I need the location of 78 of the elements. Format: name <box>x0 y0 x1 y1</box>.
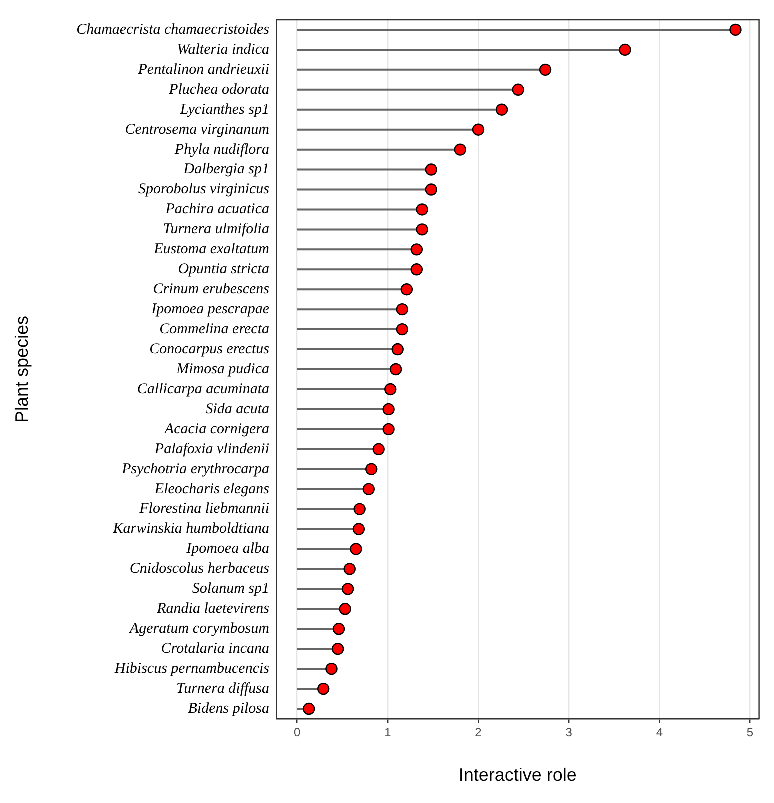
y-tick-label: Conocarpus erectus <box>150 341 270 358</box>
y-tick-label: Phyla nudiflora <box>174 142 270 158</box>
x-tick-label: 2 <box>475 726 482 740</box>
y-tick-label: Opuntia stricta <box>178 262 270 278</box>
x-tick-label: 4 <box>656 726 664 740</box>
point <box>619 44 632 56</box>
y-tick-label: Pentalinon andrieuxii <box>137 62 270 78</box>
y-tick-label: Bidens pilosa <box>188 700 270 717</box>
point <box>332 643 344 656</box>
y-tick-label: Chamaecrista chamaecristoides <box>76 22 270 38</box>
y-tick-label: Florestina liebmannii <box>138 501 270 518</box>
y-tick-label: Cnidoscolus herbaceus <box>130 561 270 578</box>
x-axis-title: Interactive role <box>458 765 577 786</box>
y-tick-label: Sida acuta <box>206 401 270 418</box>
point <box>352 523 366 536</box>
point <box>354 503 366 516</box>
point <box>384 383 397 396</box>
point <box>339 603 352 616</box>
x-tick-label: 0 <box>294 726 301 740</box>
x-tick-label: 3 <box>566 726 573 740</box>
point <box>425 184 438 196</box>
y-tick-label: Centrosema virginanum <box>125 122 270 138</box>
point <box>372 443 385 456</box>
y-tick-label: Sporobolus virginicus <box>138 182 270 198</box>
point <box>362 483 375 496</box>
y-tick-label: Ageratum corymbosum <box>128 621 270 638</box>
y-tick-label: Pachira acuatica <box>164 202 270 218</box>
point <box>512 84 524 96</box>
y-tick-label: Psychotria erythrocarpa <box>121 461 270 478</box>
point <box>472 124 485 136</box>
y-tick-label: Crinum erubescens <box>153 282 270 298</box>
y-tick-label: Randia laetevirens <box>156 601 270 618</box>
y-axis-title: Plant species <box>12 316 32 424</box>
point <box>416 224 428 236</box>
point <box>496 104 508 116</box>
point <box>366 463 378 476</box>
y-tick-label: Turnera ulmifolia <box>163 222 270 238</box>
point <box>344 563 356 576</box>
point <box>382 403 395 416</box>
point <box>332 623 346 636</box>
y-tick-label: Acacia cornigera <box>164 421 270 438</box>
point <box>390 363 402 376</box>
y-tick-label: Karwinskia humboldtiana <box>112 521 270 538</box>
point <box>400 284 414 296</box>
y-tick-label: Eleocharis elegans <box>154 481 270 498</box>
y-tick-label: Commelina erecta <box>160 321 270 338</box>
y-tick-label: Callicarpa acuminata <box>137 381 270 398</box>
x-tick-label: 5 <box>746 726 754 740</box>
point <box>303 702 316 716</box>
point <box>396 323 408 336</box>
point <box>382 423 395 436</box>
y-tick-label: Ipomoea pescrapae <box>150 302 270 318</box>
point <box>410 244 423 256</box>
y-tick-label: Turnera diffusa <box>176 680 270 697</box>
y-tick-label: Walteria indica <box>177 42 270 58</box>
y-tick-label: Palafoxia vlindenii <box>154 441 270 458</box>
point <box>326 662 338 676</box>
x-tick-label: 1 <box>384 726 392 740</box>
point <box>454 144 466 156</box>
point <box>392 343 404 356</box>
y-tick-label: Hibiscus pernambucencis <box>114 661 270 678</box>
y-tick-label: Eustoma exaltatum <box>153 242 270 258</box>
y-tick-label: Dalbergia sp1 <box>182 162 270 178</box>
point <box>350 543 362 556</box>
point <box>317 682 330 696</box>
point <box>539 64 552 76</box>
point <box>410 264 423 276</box>
y-tick-label: Crotalaria incana <box>161 641 270 658</box>
y-tick-label: Pluchea odorata <box>168 82 270 98</box>
y-tick-label: Lycianthes sp1 <box>179 102 270 118</box>
y-tick-label: Mimosa pudica <box>176 361 270 378</box>
point <box>425 164 438 176</box>
point <box>730 24 742 36</box>
point <box>396 303 408 316</box>
point <box>416 204 428 216</box>
point <box>342 583 354 596</box>
y-tick-label: Solanum sp1 <box>192 581 270 598</box>
y-tick-label: Ipomoea alba <box>186 541 270 558</box>
